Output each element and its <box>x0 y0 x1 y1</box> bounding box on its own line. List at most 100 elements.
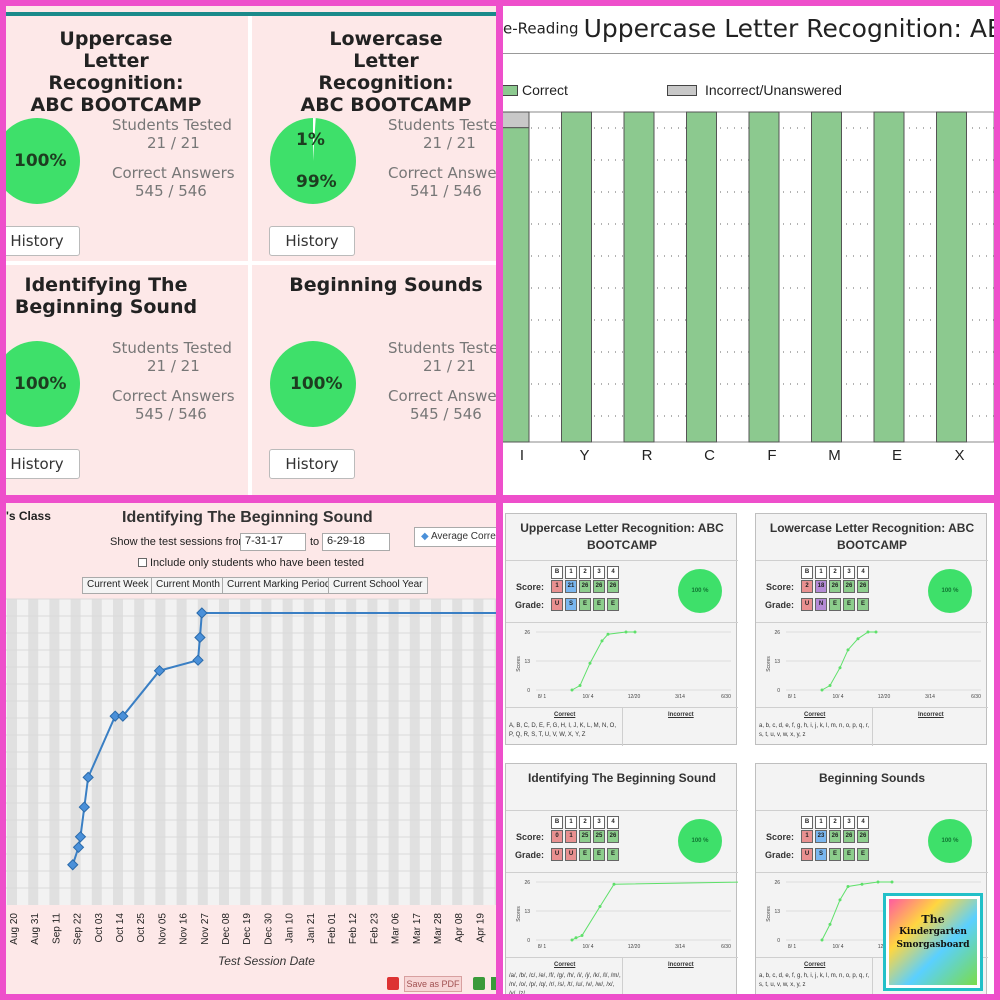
bar-correct <box>811 111 842 443</box>
x-tick-label: X <box>954 447 964 464</box>
card-title: Lowercase Letter Recognition: ABC BOOTCA… <box>300 28 472 116</box>
chart-legend: ◆ Average Corre <box>414 527 496 547</box>
y-tick-label: 26 <box>524 880 530 886</box>
score-point <box>606 632 610 636</box>
report-card-title: Beginning Sounds <box>819 771 925 785</box>
y-tick-label: 26 <box>774 630 780 636</box>
students-tested-label: Students Tested <box>388 116 496 134</box>
correct-answers-label: Correct Answers <box>388 164 496 182</box>
class-label: 's Class <box>6 509 51 523</box>
column-divider <box>622 957 623 994</box>
history-button[interactable]: History <box>6 226 80 256</box>
score-point <box>600 639 604 643</box>
from-date-input[interactable]: 7-31-17 <box>240 533 306 551</box>
x-tick-label: Oct 25 <box>136 913 147 943</box>
history-button[interactable]: History <box>6 449 80 479</box>
percent-circle: 100 % <box>678 569 722 613</box>
divider <box>756 872 988 873</box>
bar-correct <box>936 111 967 443</box>
diamond-marker-icon: ◆ <box>421 531 429 542</box>
x-tick-label: Mar 17 <box>412 913 423 945</box>
score-label: Score: <box>515 582 544 592</box>
grade-cell: E <box>843 848 855 861</box>
x-tick-label: Dec 08 <box>221 913 232 945</box>
letter-bar-chart-panel: e-Reading Uppercase Letter Recognition: … <box>503 6 994 495</box>
x-tick-label: Apr 19 <box>475 913 486 943</box>
grade-table-header: 2 <box>829 566 841 579</box>
score-cell: 26 <box>593 580 605 593</box>
x-tick-label: C <box>704 447 715 464</box>
logo-text: The Kindergarten Smorgasboard <box>889 913 977 952</box>
history-button[interactable]: History <box>269 226 355 256</box>
correct-items-list: a, b, c, d, e, f, g, h, i, j, k, l, m, n… <box>759 723 870 738</box>
spreadsheet-icon[interactable] <box>473 977 485 990</box>
score-point <box>624 630 628 634</box>
y-tick-label: 0 <box>527 938 530 944</box>
score-history-chart: 26 13 0 8/ 1 10/ 4 12/20 3/14 6/30 Scores <box>516 880 738 950</box>
correct-answers-label: Correct Answers <box>112 387 235 405</box>
x-tick-label: 10/ 4 <box>582 694 593 700</box>
score-point <box>828 922 832 926</box>
data-point-marker <box>78 801 91 813</box>
y-tick-label: 0 <box>527 688 530 694</box>
pie-percent-label: 100% <box>14 151 67 171</box>
grade-label: Grade: <box>764 600 794 610</box>
grade-table-header: B <box>551 566 563 579</box>
to-date-input[interactable]: 6-29-18 <box>322 533 390 551</box>
correct-answers-label: Correct Answers <box>388 387 496 405</box>
y-tick-label: 26 <box>524 630 530 636</box>
correct-header: Correct <box>554 962 576 968</box>
score-cell: 26 <box>857 830 869 843</box>
save-as-pdf-button[interactable]: Save as PDF <box>404 976 462 992</box>
report-card: Uppercase Letter Recognition: ABC BOOTCA… <box>505 513 738 746</box>
score-cell: 18 <box>815 580 827 593</box>
bar-correct <box>873 111 905 443</box>
x-axis-title: Test Session Date <box>218 954 315 968</box>
checkbox-label: Include only students who have been test… <box>150 557 365 569</box>
x-tick-label: 12/20 <box>878 694 891 700</box>
students-tested-label: Students Tested <box>388 339 496 357</box>
x-tick-label: Apr 08 <box>454 913 465 943</box>
card-title: Uppercase Letter Recognition: ABC BOOTCA… <box>30 28 202 116</box>
divider <box>506 622 738 623</box>
percent-circle: 100 % <box>678 819 722 863</box>
grade-cell: U <box>565 848 577 861</box>
data-point-marker <box>153 664 166 677</box>
x-tick-label: Dec 30 <box>263 913 274 945</box>
score-pie-chart <box>6 341 80 427</box>
grade-cell: E <box>593 848 605 861</box>
x-tick-label: 10/ 4 <box>582 944 593 950</box>
history-title: Identifying The Beginning Sound <box>122 509 373 526</box>
grade-table-header: 4 <box>607 566 619 579</box>
history-button[interactable]: History <box>269 449 355 479</box>
grade-cell: S <box>815 848 827 861</box>
grade-table-header: B <box>801 566 813 579</box>
correct-answers-value: 541 / 546 <box>410 182 482 200</box>
data-point-marker <box>74 831 87 843</box>
tested-only-checkbox-row[interactable]: Include only students who have been test… <box>138 557 364 569</box>
y-tick-label: 13 <box>524 659 530 665</box>
spreadsheet-icon[interactable] <box>491 977 496 990</box>
pie-percent-label: 100% <box>290 374 343 394</box>
grade-table-header: B <box>801 816 813 829</box>
grade-table-header: 2 <box>829 816 841 829</box>
x-tick-label: 8/ 1 <box>788 694 797 700</box>
x-tick-label: 10/ 4 <box>832 944 843 950</box>
x-tick-label: 3/14 <box>675 944 685 950</box>
grade-table-header: 1 <box>565 816 577 829</box>
current-month-button[interactable]: Current Month <box>151 577 225 594</box>
history-line-chart-panel: 's Class Identifying The Beginning Sound… <box>6 503 496 994</box>
score-point <box>570 688 574 692</box>
score-point <box>866 630 870 634</box>
current-school-year-button[interactable]: Current School Year <box>328 577 428 594</box>
score-point <box>578 684 582 688</box>
bar-correct <box>623 111 655 443</box>
score-cell: 1 <box>801 830 813 843</box>
tested-only-checkbox[interactable] <box>138 558 147 567</box>
data-point-marker <box>67 859 79 871</box>
score-cell: 26 <box>607 830 619 843</box>
current-marking-period-button[interactable]: Current Marking Period <box>222 577 336 594</box>
incorrect-header: Incorrect <box>918 712 944 718</box>
x-tick-label: 10/ 4 <box>832 694 843 700</box>
score-label: Score: <box>515 832 544 842</box>
